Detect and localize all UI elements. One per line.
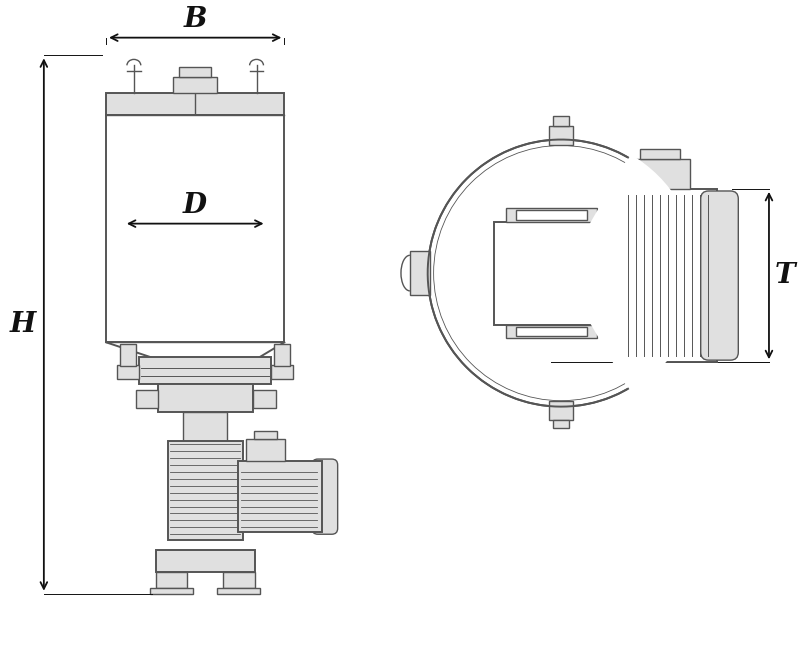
Bar	[136, 390, 158, 408]
Bar	[693, 251, 713, 295]
Bar	[158, 384, 253, 411]
Bar	[630, 159, 690, 189]
Bar	[554, 421, 569, 428]
Wedge shape	[562, 154, 698, 392]
Bar	[410, 251, 430, 295]
Bar	[516, 326, 587, 336]
FancyBboxPatch shape	[701, 191, 738, 360]
Bar	[554, 116, 569, 126]
Bar	[640, 149, 680, 159]
Text: D: D	[183, 191, 207, 219]
Bar	[550, 126, 573, 145]
Bar	[167, 441, 242, 540]
Bar	[156, 572, 187, 587]
Bar	[117, 365, 139, 379]
Text: B: B	[183, 6, 207, 32]
Bar	[550, 400, 573, 421]
Bar	[174, 77, 217, 93]
Bar	[506, 324, 597, 338]
Text: H: H	[10, 311, 36, 338]
Bar	[223, 572, 254, 587]
FancyBboxPatch shape	[312, 459, 338, 534]
Bar	[622, 189, 726, 362]
Bar	[217, 587, 261, 594]
Bar	[271, 365, 293, 379]
Bar	[120, 345, 136, 366]
Bar	[274, 345, 290, 366]
Bar	[622, 189, 717, 362]
Text: T: T	[775, 262, 795, 289]
Bar	[179, 67, 211, 77]
Bar	[150, 587, 194, 594]
Bar	[506, 208, 597, 222]
Bar	[253, 390, 276, 408]
Bar	[106, 93, 284, 115]
Bar	[156, 550, 254, 572]
Bar	[106, 115, 284, 342]
Bar	[246, 439, 286, 461]
Bar	[516, 210, 587, 219]
Bar	[139, 357, 271, 384]
Bar	[254, 432, 278, 439]
Bar	[494, 222, 609, 324]
Polygon shape	[106, 342, 284, 357]
Bar	[183, 411, 227, 441]
Bar	[238, 461, 322, 532]
